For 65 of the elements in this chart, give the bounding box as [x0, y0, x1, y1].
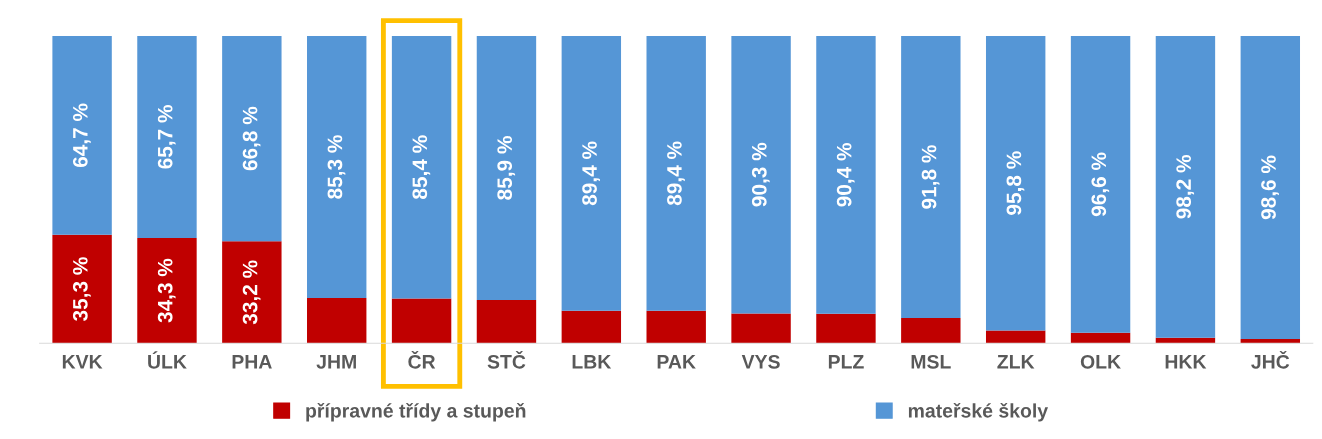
- bar: [561, 310, 622, 344]
- bar: [307, 36, 367, 299]
- data-label: 35,3 %: [72, 257, 91, 322]
- data-label: 85,4 %: [412, 135, 431, 199]
- x-tick-label: PAK: [657, 355, 696, 369]
- data-label: 33,2 %: [242, 260, 261, 325]
- bar: [731, 313, 791, 344]
- bar: [137, 237, 197, 344]
- bar: [1070, 36, 1131, 333]
- bar: [816, 36, 876, 314]
- data-label: 90,3 %: [751, 142, 770, 207]
- x-tick-label: ÚLK: [148, 351, 187, 369]
- bar: [646, 310, 706, 344]
- data-label: 95,8 %: [1006, 151, 1025, 215]
- data-label: 91,8 %: [921, 145, 940, 209]
- bar: [391, 36, 452, 299]
- x-tick-label: ZLK: [997, 355, 1035, 369]
- bar: [1070, 332, 1131, 344]
- x-tick-label: KVK: [62, 355, 103, 369]
- x-tick-label: VYS: [741, 354, 780, 369]
- data-label: 98,2 %: [1176, 155, 1195, 219]
- bar: [52, 234, 112, 344]
- bar: [222, 241, 282, 344]
- x-tick-label: STČ: [487, 351, 526, 369]
- data-label: 64,7 %: [72, 103, 91, 168]
- bar: [901, 36, 961, 319]
- bar: [731, 36, 791, 314]
- x-tick-label: LBK: [572, 355, 612, 369]
- bar: [137, 36, 197, 238]
- data-label: 98,6 %: [1261, 155, 1279, 220]
- bar: [222, 36, 282, 242]
- data-label: 90,4 %: [836, 143, 855, 207]
- bar: [307, 298, 367, 344]
- x-tick-label: OLK: [1080, 354, 1121, 369]
- bar: [1240, 36, 1301, 339]
- data-label: 34,3 %: [157, 258, 176, 323]
- bar: [1155, 337, 1216, 344]
- x-tick-label: MSL: [911, 354, 951, 369]
- bar: [816, 313, 876, 344]
- legend-label: přípravné třídy a stupeň: [306, 402, 526, 422]
- bar: [52, 36, 112, 235]
- x-tick-label: JHM: [316, 355, 356, 369]
- data-label: 85,3 %: [327, 135, 346, 199]
- legend-label: mateřské školy: [908, 402, 1049, 422]
- bar: [1155, 36, 1216, 338]
- bar: [646, 36, 706, 311]
- bar: [561, 36, 622, 311]
- bar: [1240, 339, 1301, 344]
- bar: [476, 36, 537, 300]
- x-tick-label: HKK: [1165, 355, 1207, 369]
- bar: [901, 318, 961, 344]
- data-label: 65,7 %: [157, 105, 176, 169]
- bar: [391, 298, 452, 344]
- x-tick-label: JHČ: [1251, 351, 1290, 369]
- bar: [985, 330, 1046, 344]
- x-tick-label: ČR: [408, 351, 436, 369]
- x-tick-label: PHA: [232, 355, 272, 369]
- bar: [476, 299, 537, 344]
- bar: [985, 36, 1046, 331]
- x-tick-label: PLZ: [828, 355, 864, 369]
- data-label: 89,4 %: [667, 141, 685, 206]
- data-label: 66,8 %: [242, 106, 261, 171]
- data-label: 89,4 %: [582, 141, 600, 206]
- data-label: 85,9 %: [497, 136, 516, 200]
- data-label: 96,6 %: [1091, 152, 1110, 217]
